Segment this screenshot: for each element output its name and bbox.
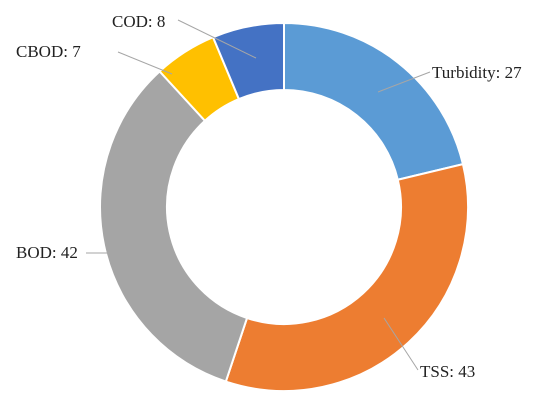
data-label-bod: BOD: 42	[16, 243, 78, 262]
data-label-cbod: CBOD: 7	[16, 42, 81, 61]
slice-cod	[211, 21, 285, 101]
leader-line-turbidity	[377, 71, 431, 93]
slice-turbidity	[283, 21, 465, 181]
leader-line-cbod	[117, 51, 173, 75]
slice-tss	[224, 162, 469, 392]
data-label-turbidity: Turbidity: 27	[432, 63, 522, 82]
data-label-tss: TSS: 43	[420, 362, 475, 381]
leader-lines-group	[86, 19, 431, 371]
data-labels-group: Turbidity: 27 TSS: 43 BOD: 42 CBOD: 7 COD: 8	[16, 12, 522, 381]
leader-line-tss	[383, 317, 419, 371]
slice-bod	[99, 69, 249, 383]
slices-group	[99, 21, 469, 392]
leader-line-cod	[177, 19, 257, 59]
data-label-cod: COD: 8	[112, 12, 165, 31]
